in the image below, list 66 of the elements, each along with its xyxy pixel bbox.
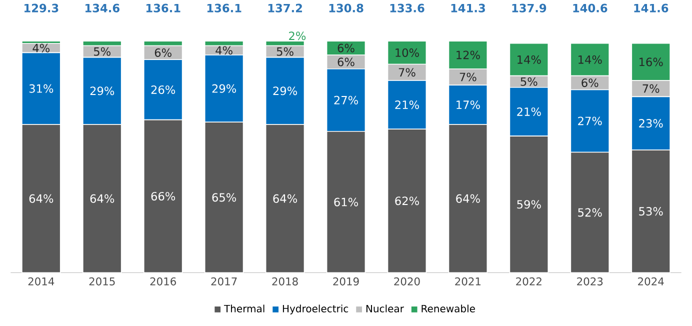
data-label: 10% [396, 48, 419, 57]
data-label: 21% [395, 100, 419, 110]
x-tick-label: 2024 [638, 277, 664, 286]
data-label: 5% [94, 47, 110, 56]
data-label: 65% [212, 193, 236, 202]
data-label: 14% [578, 55, 602, 64]
x-tick-label: 2020 [394, 277, 420, 286]
x-tick-label: 2014 [28, 277, 54, 286]
text: 141.3 [451, 4, 485, 12]
data-label: 16% [640, 58, 663, 66]
data-label: 7% [460, 72, 476, 82]
data-label: 2% [289, 32, 306, 40]
data-label: 64% [29, 194, 54, 203]
data-label: 6% [154, 48, 172, 57]
x-tick-label: 2015 [89, 277, 115, 286]
text: 136.1 [207, 4, 242, 12]
data-label: 21% [517, 107, 541, 116]
data-label: 61% [334, 198, 358, 206]
data-label: 29% [273, 86, 297, 96]
data-label: 26% [151, 85, 176, 94]
text: 134.6 [85, 4, 120, 12]
data-label: 59% [517, 200, 541, 209]
text: 136.1 [146, 4, 180, 12]
text: 141.6 [634, 4, 668, 12]
legend-label: Renewable [422, 304, 475, 312]
text: 137.2 [268, 4, 302, 12]
x-tick-label: 2022 [516, 277, 542, 286]
data-label: 7% [642, 84, 660, 93]
data-label: 23% [639, 119, 663, 128]
text: 137.9 [512, 4, 546, 12]
data-label: 64% [90, 194, 114, 203]
data-label: 64% [273, 194, 297, 203]
text: 130.8 [329, 4, 364, 12]
data-label: 12% [456, 50, 480, 60]
data-label: 62% [395, 196, 419, 206]
x-tick-label: 2018 [272, 277, 298, 286]
text: 140.6 [573, 4, 608, 12]
x-tick-label: 2016 [150, 277, 176, 286]
x-tick-label: 2017 [211, 277, 237, 286]
data-label: 27% [334, 96, 358, 104]
x-tick-label: 2023 [577, 277, 603, 286]
data-label: 27% [578, 116, 602, 126]
legend-label: Thermal [224, 304, 264, 312]
x-tick-label: 2021 [455, 277, 481, 286]
legend-label: Nuclear [366, 304, 404, 312]
data-label: 7% [398, 68, 416, 77]
data-label: 17% [456, 100, 480, 110]
text: 133.6 [390, 4, 424, 12]
data-label: 5% [520, 77, 538, 86]
data-label: 31% [29, 84, 54, 93]
data-label: 29% [212, 84, 236, 93]
text: 129.3 [24, 4, 58, 12]
data-label: 14% [518, 55, 541, 64]
data-label: 29% [90, 86, 114, 96]
data-label: 6% [338, 44, 354, 52]
data-label: 66% [151, 192, 176, 201]
data-label: 64% [456, 194, 480, 203]
data-label: 6% [338, 58, 354, 66]
data-label: 53% [639, 207, 663, 216]
data-label: 5% [276, 47, 294, 56]
legend-label: Hydroelectric [282, 304, 348, 314]
data-label: 6% [582, 78, 598, 88]
data-label: 4% [32, 44, 50, 52]
x-tick-label: 2019 [333, 277, 359, 286]
data-label: 4% [216, 46, 232, 55]
data-label: 52% [578, 208, 602, 217]
